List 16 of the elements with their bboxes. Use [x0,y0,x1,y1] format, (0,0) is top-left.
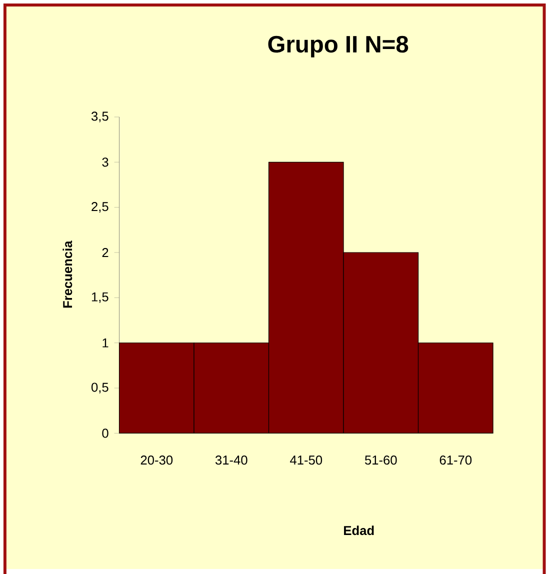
x-tick-label: 31-40 [215,456,248,465]
y-tick-label: 0,5 [91,382,108,394]
y-tick-label: 3,5 [91,112,108,122]
y-tick-label: 1 [102,338,108,348]
x-tick-label: 20-30 [140,456,172,465]
y-tick-label: 2,5 [92,202,108,213]
y-tick-label: 3 [102,158,108,167]
y-axis-title: Frecuencia [62,240,72,308]
x-tick-label: 41-50 [290,456,322,465]
y-tick-label: 0 [102,428,108,438]
x-axis-title: Edad [344,526,374,536]
x-tick-label: 61-70 [440,456,472,465]
y-tick-label: 2 [102,248,108,257]
x-tick-label: 51-60 [364,456,397,465]
chart-title: Grupo II N=8 [268,36,408,58]
y-tick-label: 1,5 [92,292,108,303]
